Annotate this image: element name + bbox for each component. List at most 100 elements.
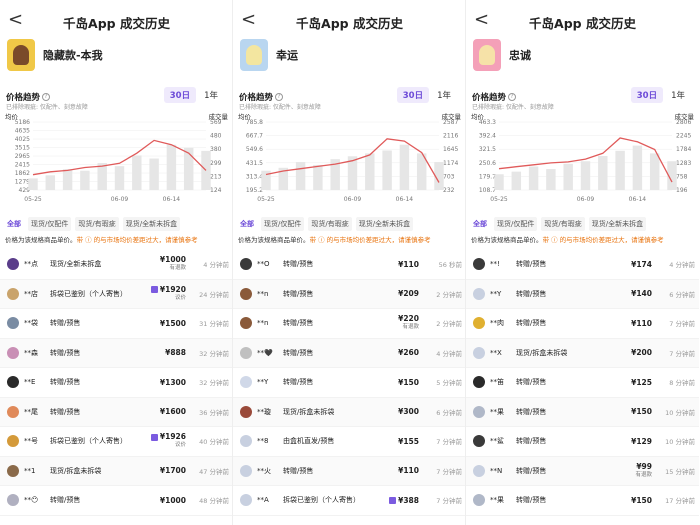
price-value: ¥140 <box>631 289 652 299</box>
transaction-row[interactable]: **鲨 转赠/预售 ¥129 10 分钟前 <box>466 427 699 457</box>
period-1y[interactable]: 1年 <box>671 91 685 101</box>
filter-chip[interactable]: 现货/全新未拆盒 <box>122 217 181 231</box>
transaction-row[interactable]: **店 拆袋已鉴别（个人寄售） ¥1920 议价 24 分钟前 <box>0 279 232 309</box>
filter-chip[interactable]: 现货/全新未拆盒 <box>355 217 414 231</box>
price-main: ¥1300 <box>160 378 186 387</box>
filter-chip[interactable]: 全部 <box>4 217 24 231</box>
timestamp: 47 分钟前 <box>199 467 229 476</box>
transaction-row[interactable]: **😶 转赠/预售 ¥1000 48 分钟前 <box>0 486 232 516</box>
filter-chip[interactable]: 现货/全新未拆盒 <box>588 217 647 231</box>
y2-tick-label: 480 <box>210 133 222 140</box>
filter-chip[interactable]: 现货/有瑕疵 <box>541 217 585 231</box>
avatar <box>7 346 19 359</box>
y2-tick-label: 1283 <box>676 160 691 167</box>
filter-chip[interactable]: 现货/仅配件 <box>261 217 305 231</box>
price-main: ¥1000 <box>160 255 186 264</box>
volume-bar <box>434 162 444 190</box>
period-1y[interactable]: 1年 <box>437 91 451 101</box>
screen-panel: < 千岛App 成交历史 隐藏款-本我 价格趋势? 30日 1年 已排除瑕疵: 仅配件、刻意… <box>0 0 233 525</box>
price-value: ¥150 <box>631 407 652 417</box>
transaction-row[interactable]: **尾 转赠/预售 ¥1600 36 分钟前 <box>0 397 232 427</box>
transaction-row[interactable]: **Y 转赠/预售 ¥140 6 分钟前 <box>466 279 699 309</box>
timestamp: 2 分钟前 <box>436 290 462 299</box>
price-trend-label: 价格趋势? <box>6 91 51 103</box>
transaction-row[interactable]: **🖤 转赠/预售 ¥260 4 分钟前 <box>233 338 465 368</box>
help-icon[interactable]: ? <box>508 93 517 101</box>
transaction-row[interactable]: **笛 转赠/预售 ¥125 8 分钟前 <box>466 368 699 398</box>
avatar <box>473 376 485 389</box>
y-tick-label: 549.6 <box>246 146 263 153</box>
transaction-row[interactable]: **1 现货/拆盒未拆袋 ¥1700 47 分钟前 <box>0 456 232 486</box>
transaction-row[interactable]: **! 转赠/预售 ¥174 4 分钟前 <box>466 250 699 280</box>
filter-chip[interactable]: 全部 <box>470 217 490 231</box>
timestamp: 24 分钟前 <box>199 290 229 299</box>
transaction-row[interactable]: **号 拆袋已鉴别（个人寄售） ¥1926 议价 40 分钟前 <box>0 427 232 457</box>
avatar <box>240 494 252 507</box>
transaction-row[interactable]: **Y 转赠/预售 ¥150 5 分钟前 <box>233 368 465 398</box>
transaction-row[interactable]: **O 转赠/预售 ¥110 56 秒前 <box>233 250 465 280</box>
chart-svg: 均价 成交量 785.8 667.7 549.6 431.5 313.4 195.2 2587 2… <box>238 112 462 203</box>
transaction-row[interactable]: **点 现货/全新未拆盒 ¥1000 有退款 4 分钟前 <box>0 250 232 280</box>
help-icon[interactable]: ? <box>42 93 51 101</box>
help-icon[interactable]: ? <box>275 93 284 101</box>
price-main: ¥129 <box>631 437 652 446</box>
price-main: ¥1600 <box>160 407 186 416</box>
product-thumbnail <box>473 39 501 71</box>
transaction-row[interactable]: **肉 转赠/预售 ¥110 7 分钟前 <box>466 309 699 339</box>
timestamp: 17 分钟前 <box>665 497 695 506</box>
transaction-row[interactable]: **火 转赠/预售 ¥110 7 分钟前 <box>233 456 465 486</box>
price: ¥209 <box>398 289 419 298</box>
back-icon[interactable]: < <box>241 9 257 30</box>
username: **尾 <box>24 407 38 416</box>
transaction-row[interactable]: **森 转赠/预售 ¥888 32 分钟前 <box>0 338 232 368</box>
transaction-row[interactable]: **8 由盒机直发/预售 ¥155 7 分钟前 <box>233 427 465 457</box>
transaction-row[interactable]: **果 转赠/预售 ¥150 17 分钟前 <box>466 486 699 516</box>
transaction-row[interactable]: **袋 转赠/预售 ¥1500 31 分钟前 <box>0 309 232 339</box>
price-legend: 价格为该规格商品单价。带 ⓘ 的与市场均价差距过大，请谨慎参考 <box>238 234 462 244</box>
price-trend-text: 价格趋势 <box>6 93 41 103</box>
price-main: ¥1500 <box>160 319 186 328</box>
transaction-row[interactable]: **果 转赠/预售 ¥150 10 分钟前 <box>466 397 699 427</box>
transaction-row[interactable]: **A 拆袋已鉴别（个人寄售） ¥388 7 分钟前 <box>233 486 465 516</box>
filter-chip[interactable]: 现货/有瑕疵 <box>75 217 119 231</box>
transaction-row[interactable]: **X 现货/拆盒未拆袋 ¥200 7 分钟前 <box>466 338 699 368</box>
timestamp: 7 分钟前 <box>436 497 462 506</box>
filter-chip[interactable]: 现货/仅配件 <box>494 217 538 231</box>
y2-axis-label: 成交量 <box>675 112 695 121</box>
price-note: 有退款 <box>169 265 186 272</box>
price-value: ¥1500 <box>159 318 186 328</box>
y-axis-label: 均价 <box>238 112 252 121</box>
volume-bar <box>649 153 660 190</box>
filter-chip[interactable]: 现货/有瑕疵 <box>308 217 352 231</box>
transaction-row[interactable]: **E 转赠/预售 ¥1300 32 分钟前 <box>0 368 232 398</box>
period-1y[interactable]: 1年 <box>204 91 218 101</box>
period-30d[interactable]: 30日 <box>630 87 664 103</box>
item-condition: 转赠/预售 <box>516 407 547 416</box>
transaction-row[interactable]: **n 转赠/预售 ¥209 2 分钟前 <box>233 279 465 309</box>
transaction-row[interactable]: **n 转赠/预售 ¥220 有退款 2 分钟前 <box>233 309 465 339</box>
period-30d[interactable]: 30日 <box>396 87 430 103</box>
back-icon[interactable]: < <box>474 9 490 30</box>
avatar <box>473 435 485 448</box>
transaction-row[interactable]: **璇 现货/拆盒未拆袋 ¥300 6 分钟前 <box>233 397 465 427</box>
filter-chip[interactable]: 全部 <box>237 217 257 231</box>
price-main: ¥388 <box>389 496 419 505</box>
y2-tick-label: 124 <box>210 187 222 194</box>
price-main: ¥155 <box>398 437 419 446</box>
volume-bar <box>80 170 90 190</box>
price: ¥388 <box>389 496 419 505</box>
username: **果 <box>490 496 504 505</box>
username: **鲨 <box>490 437 504 446</box>
price-main: ¥110 <box>398 466 419 475</box>
avatar <box>240 376 252 389</box>
y-tick-label: 2415 <box>15 162 30 169</box>
timestamp: 5 分钟前 <box>436 379 462 388</box>
back-icon[interactable]: < <box>8 9 24 30</box>
price-main: ¥220 <box>398 314 419 323</box>
price-main: ¥125 <box>631 378 652 387</box>
filter-chip[interactable]: 现货/仅配件 <box>28 217 72 231</box>
y2-tick-label: 2116 <box>443 133 458 140</box>
consign-badge-icon <box>150 286 158 294</box>
period-30d[interactable]: 30日 <box>163 87 197 103</box>
transaction-row[interactable]: **N 转赠/预售 ¥99 有退款 15 分钟前 <box>466 456 699 486</box>
